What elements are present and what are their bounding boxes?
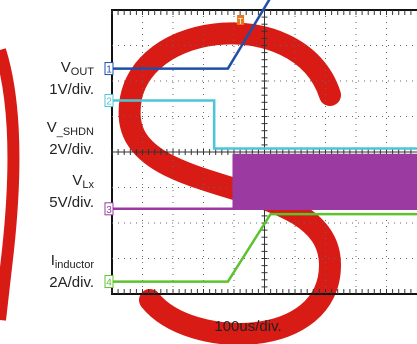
ch2-name: V_SHDN: [46, 119, 94, 138]
ch4-scale: 2A/div.: [49, 274, 94, 291]
ch3-name: VLx: [72, 172, 94, 191]
ch3-label: VLx 5V/div.: [20, 172, 94, 211]
time-scale-label: 100us/div.: [214, 318, 282, 335]
trace-4: [112, 212, 417, 283]
watermark-left-arc: [0, 48, 20, 321]
ch1-label: VOUT 1V/div.: [20, 59, 94, 98]
ch3-scale: 5V/div.: [49, 194, 94, 211]
channel-marker-1: [104, 62, 114, 76]
channel-marker-3: [104, 202, 114, 216]
trace-3-burst: [232, 153, 417, 209]
trigger-marker: [237, 15, 245, 25]
watermark-s-glyph: [118, 22, 342, 344]
channel-marker-text-1: 1: [106, 65, 112, 76]
channel-marker-text-2: 2: [106, 97, 112, 108]
trace-1: [112, 0, 271, 70]
ch4-name: Iinductor: [50, 252, 94, 271]
ch4-label: Iinductor 2A/div.: [8, 252, 94, 291]
trigger-marker-text: T: [238, 17, 243, 26]
ch2-scale: 2V/div.: [49, 141, 94, 158]
ch1-name: VOUT: [60, 59, 94, 78]
channel-marker-2: [104, 94, 114, 108]
ch1-scale: 1V/div.: [49, 81, 94, 98]
trace-2: [112, 99, 417, 150]
channel-marker-text-4: 4: [106, 278, 112, 289]
ch2-label: V_SHDN 2V/div.: [14, 119, 94, 158]
channel-marker-4: [104, 275, 114, 289]
channel-marker-text-3: 3: [106, 205, 112, 216]
